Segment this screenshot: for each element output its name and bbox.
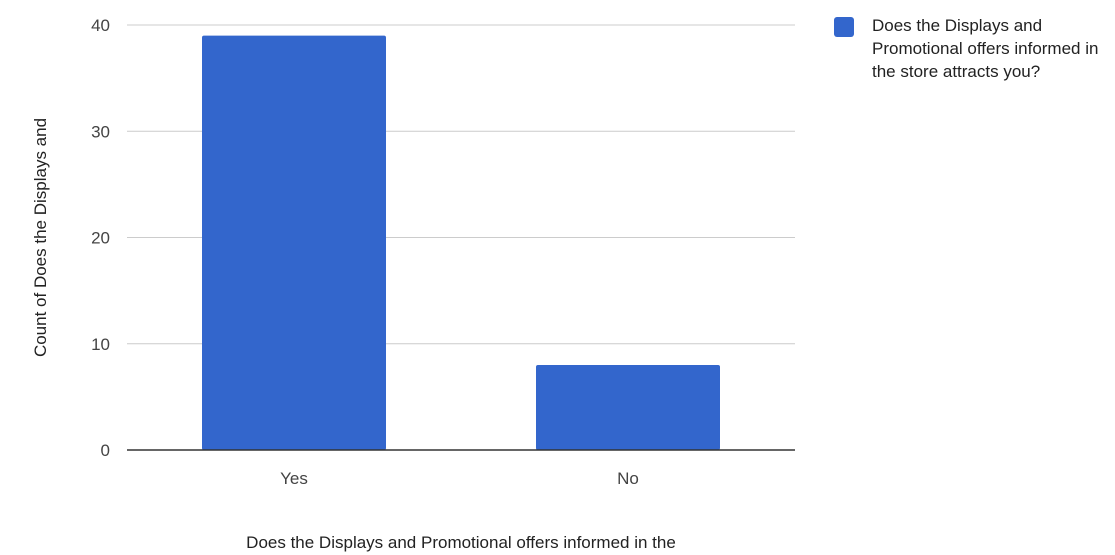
y-tick-label: 30 — [91, 122, 110, 141]
x-tick-label: Yes — [280, 469, 308, 488]
legend-label: Does the Displays and Promotional offers… — [872, 16, 1099, 81]
x-axis-title: Does the Displays and Promotional offers… — [246, 533, 676, 552]
legend-swatch — [834, 17, 854, 37]
bar-no — [536, 365, 720, 450]
x-tick-label: No — [617, 469, 639, 488]
bars — [202, 35, 720, 450]
x-tick-labels: Yes No — [280, 469, 639, 488]
y-tick-label: 0 — [101, 441, 110, 460]
y-axis-title: Count of Does the Displays and — [31, 118, 50, 357]
bar-yes — [202, 35, 386, 450]
y-tick-label: 40 — [91, 16, 110, 35]
legend: Does the Displays and Promotional offers… — [834, 14, 1114, 83]
y-tick-label: 10 — [91, 335, 110, 354]
y-tick-labels: 0 10 20 30 40 — [91, 16, 110, 460]
y-tick-label: 20 — [91, 229, 110, 248]
